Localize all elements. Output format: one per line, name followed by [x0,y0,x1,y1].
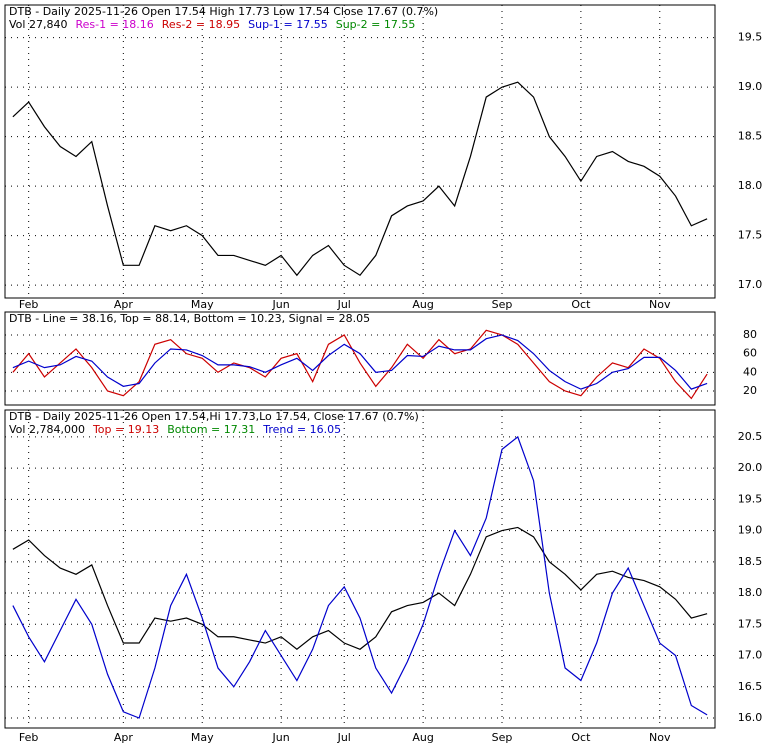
y-tick-label: 20 [743,384,757,397]
series-line [12,334,708,390]
annotation: Sup-1 = 17.55 [248,18,328,31]
y-tick-label: 40 [743,365,757,378]
panel-title: DTB - Daily 2025-11-26 Open 17.54,Hi 17.… [9,410,419,423]
series-line [12,435,708,719]
y-tick-label: 18.0 [738,586,763,599]
y-tick-label: 20.0 [738,461,763,474]
x-tick-label: Apr [114,298,134,311]
annotation: Top = 19.13 [92,423,159,436]
panel-annotations: Vol 2,784,000 Top = 19.13 Bottom = 17.31 Tr… [9,423,341,436]
x-tick-label: Jul [337,731,351,744]
y-tick-label: 17.0 [738,649,763,662]
y-tick-label: 17.0 [738,278,763,291]
x-tick-label: Apr [114,731,134,744]
x-tick-label: Jul [337,298,351,311]
x-tick-label: Jun [272,731,290,744]
x-tick-label: Nov [649,731,671,744]
y-tick-label: 20.5 [738,430,763,443]
y-tick-label: 17.5 [738,617,763,630]
x-tick-label: May [191,731,214,744]
panel-frame [4,4,716,299]
annotation: Vol 2,784,000 [9,423,85,436]
y-tick-label: 80 [743,328,757,341]
panel-title: DTB - Daily 2025-11-26 Open 17.54 High 1… [9,5,438,18]
x-tick-label: Nov [649,298,671,311]
y-tick-label: 19.5 [738,31,763,44]
y-tick-label: 16.0 [738,711,763,724]
x-tick-label: Feb [19,731,38,744]
annotation: Res-1 = 18.16 [75,18,153,31]
y-tick-label: 18.0 [738,179,763,192]
y-tick-label: 16.5 [738,680,763,693]
y-tick-label: 19.0 [738,80,763,93]
panel-title: DTB - Line = 38.16, Top = 88.14, Bottom … [9,312,370,325]
annotation: Vol 27,840 [9,18,67,31]
annotation: Res-2 = 18.95 [162,18,240,31]
series-line [12,526,708,651]
annotation: Sup-2 = 17.55 [336,18,416,31]
x-tick-label: Aug [412,731,433,744]
annotation: Trend = 16.05 [262,423,341,436]
y-tick-label: 60 [743,347,757,360]
x-tick-label: May [191,298,214,311]
series-line [12,81,708,277]
x-tick-label: Jun [272,298,290,311]
y-tick-label: 19.0 [738,524,763,537]
y-tick-label: 17.5 [738,229,763,242]
y-tick-label: 18.5 [738,130,763,143]
x-tick-label: Feb [19,298,38,311]
panel-annotations: Vol 27,840 Res-1 = 18.16 Res-2 = 18.95 Sup-… [9,18,415,31]
annotation: Bottom = 17.31 [167,423,255,436]
x-tick-label: Oct [571,731,591,744]
x-tick-label: Oct [571,298,591,311]
x-tick-label: Aug [412,298,433,311]
panel-frame [4,311,716,406]
x-tick-label: Sep [492,731,513,744]
y-tick-label: 18.5 [738,555,763,568]
series-line [12,329,708,400]
x-tick-label: Sep [492,298,513,311]
y-tick-label: 19.5 [738,492,763,505]
panel-frame [4,409,716,729]
